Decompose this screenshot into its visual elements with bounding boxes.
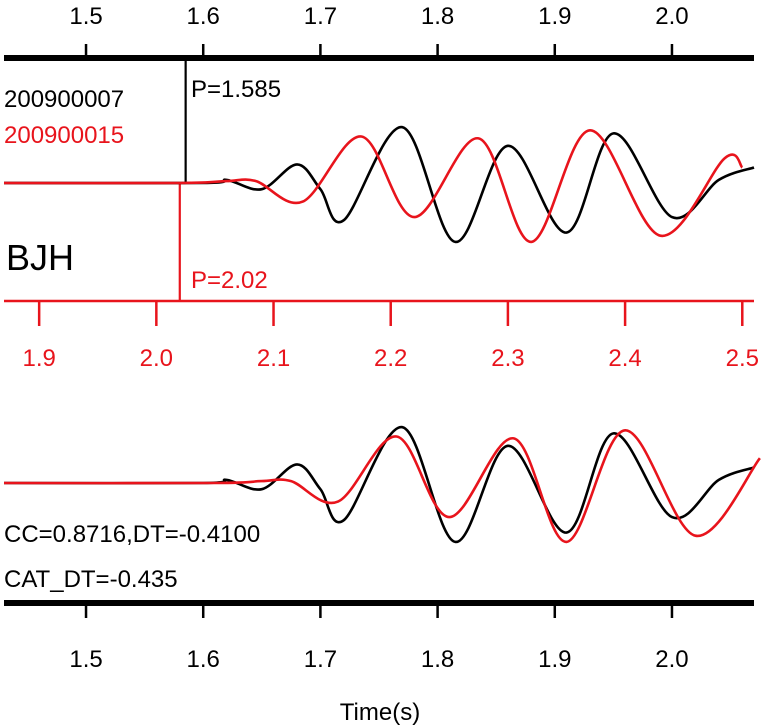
tick-label: 2.1 [257, 345, 290, 372]
tick-label: 2.4 [608, 345, 641, 372]
tick-label: 1.7 [304, 3, 337, 30]
tick-label: 2.5 [726, 345, 759, 372]
tick-label: 1.8 [421, 3, 454, 30]
tick-label: 1.6 [187, 3, 220, 30]
red-waveform-series [3, 128, 744, 244]
x-axis-title: Time(s) [340, 699, 420, 726]
cc-annotation: CC=0.8716,DT=-0.4100 [4, 521, 260, 548]
bottom-red-axis-ticks: 1.9 2.0 2.1 2.2 2.3 2.4 2.5 [22, 301, 759, 372]
tick-label: 2.0 [655, 646, 688, 673]
top-axis-ticks: 1.5 1.6 1.7 1.8 1.9 2.0 [69, 3, 689, 58]
top-frame-bar [4, 55, 754, 61]
tick-label: 1.9 [538, 646, 571, 673]
tick-label: 2.2 [374, 345, 407, 372]
tick-label: 2.0 [140, 345, 173, 372]
tick-label: 1.7 [304, 646, 337, 673]
tick-label: 2.0 [655, 3, 688, 30]
tick-label: 1.9 [538, 3, 571, 30]
bottom-frame-bar [4, 600, 754, 606]
tick-label: 1.5 [69, 3, 102, 30]
event-red-label: 200900015 [4, 122, 124, 149]
event-black-label: 200900007 [4, 86, 124, 113]
tick-label: 1.8 [421, 646, 454, 673]
station-label: BJH [6, 237, 74, 278]
pick-red-label: P=2.02 [191, 267, 268, 294]
tick-label: 1.6 [187, 646, 220, 673]
aligned-red-waveform-series [3, 428, 761, 544]
aligned-black-waveform-series [3, 425, 755, 544]
tick-label: 1.5 [69, 646, 102, 673]
tick-label: 1.9 [22, 345, 55, 372]
pick-black-label: P=1.585 [191, 76, 281, 103]
tick-label: 2.3 [491, 345, 524, 372]
bottom-axis-ticks: 1.5 1.6 1.7 1.8 1.9 2.0 [69, 603, 689, 673]
cat-dt-annotation: CAT_DT=-0.435 [4, 566, 178, 593]
